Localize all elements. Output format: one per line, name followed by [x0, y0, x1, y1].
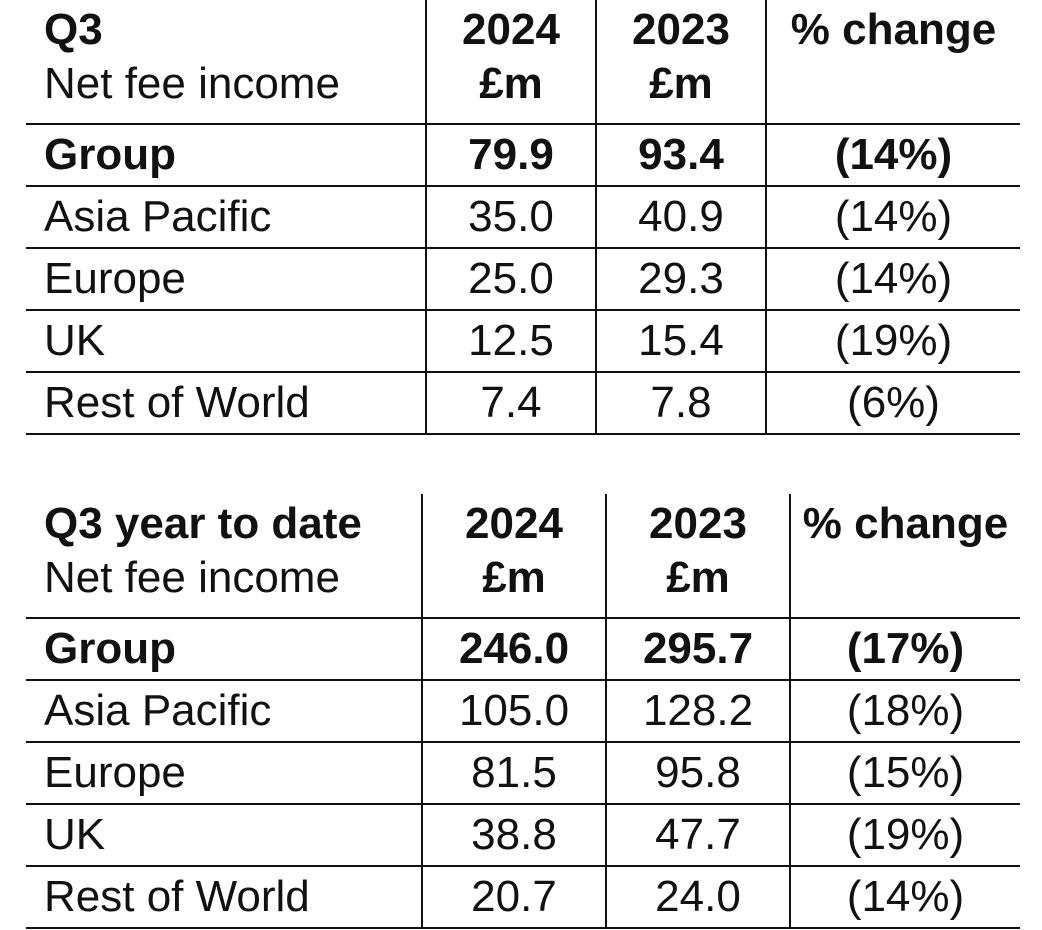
- value-2023: 15.4: [595, 309, 767, 373]
- table-row-group: Group 79.9 93.4 (14%): [26, 123, 1020, 187]
- value-2024: 12.5: [425, 309, 597, 373]
- table-header-row: Q3 Net fee income 2024 £m 2023 £m % chan…: [26, 0, 1020, 125]
- period-label: Q3: [44, 5, 103, 54]
- table-row: UK 38.8 47.7 (19%): [26, 803, 1020, 867]
- header-2024-cell: 2024 £m: [425, 0, 597, 125]
- row-label: Rest of World: [26, 865, 423, 929]
- value-2024: 35.0: [425, 185, 597, 249]
- value-change: (19%): [789, 803, 1020, 867]
- row-label: Asia Pacific: [26, 185, 427, 249]
- table-header-row: Q3 year to date Net fee income 2024 £m 2…: [26, 494, 1020, 619]
- row-label: UK: [26, 803, 423, 867]
- metric-label: Net fee income: [44, 59, 340, 108]
- header-period-cell: Q3 Net fee income: [26, 0, 427, 125]
- row-label: Asia Pacific: [26, 679, 423, 743]
- value-change: (17%): [789, 617, 1020, 681]
- value-2023: 40.9: [595, 185, 767, 249]
- value-2023: 295.7: [605, 617, 791, 681]
- value-change: (14%): [765, 123, 1020, 187]
- row-label: Europe: [26, 741, 423, 805]
- q3-net-fee-income-table: Q3 Net fee income 2024 £m 2023 £m % chan…: [26, 0, 1020, 435]
- header-change-cell: % change: [765, 0, 1020, 125]
- value-change: (14%): [765, 247, 1020, 311]
- value-change: (6%): [765, 371, 1020, 435]
- value-change: (14%): [765, 185, 1020, 249]
- table-row: UK 12.5 15.4 (19%): [26, 309, 1020, 373]
- value-change: (18%): [789, 679, 1020, 743]
- table-row: Rest of World 20.7 24.0 (14%): [26, 865, 1020, 929]
- value-2023: 128.2: [605, 679, 791, 743]
- value-2024: 81.5: [421, 741, 607, 805]
- q3-ytd-net-fee-income-table: Q3 year to date Net fee income 2024 £m 2…: [26, 494, 1020, 929]
- value-2024: 79.9: [425, 123, 597, 187]
- value-2023: 29.3: [595, 247, 767, 311]
- change-label: % change: [790, 5, 997, 54]
- value-2024: 25.0: [425, 247, 597, 311]
- value-2024: 105.0: [421, 679, 607, 743]
- table-row: Europe 81.5 95.8 (15%): [26, 741, 1020, 805]
- value-2024: 38.8: [421, 803, 607, 867]
- year-2023-label: 2023: [632, 5, 730, 54]
- value-2023: 47.7: [605, 803, 791, 867]
- unit-label: £m: [666, 553, 730, 602]
- value-change: (15%): [789, 741, 1020, 805]
- row-label: UK: [26, 309, 427, 373]
- row-label: Group: [26, 617, 423, 681]
- unit-label: £m: [482, 553, 546, 602]
- value-2024: 7.4: [425, 371, 597, 435]
- year-2024-label: 2024: [462, 5, 560, 54]
- unit-label: £m: [649, 59, 713, 108]
- table-row: Europe 25.0 29.3 (14%): [26, 247, 1020, 311]
- header-period-cell: Q3 year to date Net fee income: [26, 494, 423, 619]
- row-label: Group: [26, 123, 427, 187]
- header-2024-cell: 2024 £m: [421, 494, 607, 619]
- year-2024-label: 2024: [465, 499, 563, 548]
- table-row-group: Group 246.0 295.7 (17%): [26, 617, 1020, 681]
- value-change: (19%): [765, 309, 1020, 373]
- value-2024: 246.0: [421, 617, 607, 681]
- row-label: Rest of World: [26, 371, 427, 435]
- header-2023-cell: 2023 £m: [595, 0, 767, 125]
- unit-label: £m: [479, 59, 543, 108]
- value-2024: 20.7: [421, 865, 607, 929]
- table-row: Rest of World 7.4 7.8 (6%): [26, 371, 1020, 435]
- table-row: Asia Pacific 35.0 40.9 (14%): [26, 185, 1020, 249]
- table-row: Asia Pacific 105.0 128.2 (18%): [26, 679, 1020, 743]
- value-2023: 7.8: [595, 371, 767, 435]
- value-2023: 93.4: [595, 123, 767, 187]
- header-change-cell: % change: [789, 494, 1020, 619]
- metric-label: Net fee income: [44, 553, 340, 602]
- value-2023: 24.0: [605, 865, 791, 929]
- value-change: (14%): [789, 865, 1020, 929]
- row-label: Europe: [26, 247, 427, 311]
- period-label: Q3 year to date: [44, 499, 362, 548]
- change-label: % change: [802, 499, 1009, 548]
- header-2023-cell: 2023 £m: [605, 494, 791, 619]
- value-2023: 95.8: [605, 741, 791, 805]
- year-2023-label: 2023: [649, 499, 747, 548]
